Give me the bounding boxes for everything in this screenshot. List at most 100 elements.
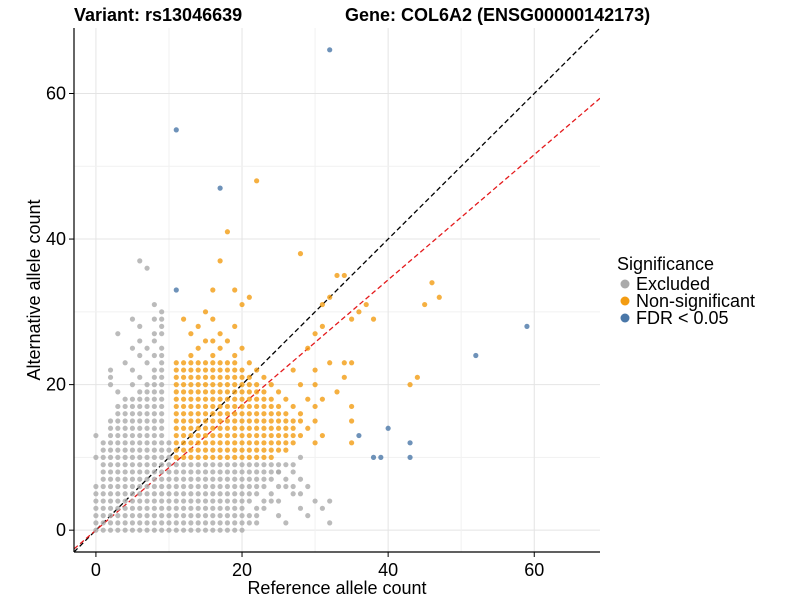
point-excluded [137,505,143,511]
point-non-significant [224,338,231,344]
point-non-significant [254,389,260,395]
point-excluded [180,462,187,468]
point-excluded [246,520,252,526]
point-excluded [173,483,179,490]
point-excluded [122,425,128,431]
point-excluded [166,447,172,453]
point-non-significant [239,396,245,402]
point-non-significant [254,411,260,417]
point-excluded [115,505,121,511]
point-non-significant [297,432,304,439]
point-excluded [151,462,157,468]
point-excluded [180,505,187,511]
point-non-significant [297,418,304,424]
point-excluded [129,382,136,388]
point-excluded [122,454,128,460]
point-excluded [115,411,121,417]
point-non-significant [341,272,347,279]
point-excluded [202,527,209,533]
point-non-significant [217,396,223,402]
point-excluded [115,331,121,337]
point-excluded [217,520,223,526]
point-excluded [129,418,136,424]
point-excluded [290,483,296,490]
point-excluded [239,491,245,497]
point-excluded [107,367,114,373]
point-non-significant [180,382,187,388]
point-non-significant [173,367,179,373]
point-excluded [188,527,194,533]
point-excluded [100,498,106,504]
y-tick-label: 60 [46,84,66,104]
point-non-significant [232,389,238,395]
point-non-significant [210,440,216,446]
point-excluded [217,505,223,511]
point-excluded [144,520,150,526]
point-non-significant [195,382,201,388]
point-non-significant [224,382,231,388]
point-excluded [275,513,282,519]
point-non-significant [239,454,245,460]
point-excluded [290,491,296,497]
point-non-significant [180,367,187,373]
point-excluded [254,491,260,497]
point-excluded [195,491,201,497]
point-excluded [137,454,143,460]
point-non-significant [173,403,179,410]
point-non-significant [217,389,223,395]
point-non-significant [312,440,318,446]
point-non-significant [173,411,179,417]
point-excluded [210,476,216,482]
point-excluded [188,498,194,504]
point-non-significant [268,396,274,402]
point-non-significant [195,389,201,395]
point-fdr-0-05 [356,432,362,439]
point-non-significant [217,440,223,446]
point-excluded [107,374,114,380]
point-excluded [144,396,150,402]
point-excluded [107,382,114,388]
point-non-significant [349,360,355,366]
point-non-significant [283,396,289,402]
point-non-significant [217,360,223,366]
point-non-significant [195,374,201,380]
point-excluded [129,513,136,519]
point-excluded [239,462,245,468]
point-excluded [100,483,106,490]
point-non-significant [224,440,231,446]
point-excluded [254,476,260,482]
point-excluded [246,469,252,475]
point-excluded [210,462,216,468]
legend-swatch [620,313,630,323]
point-excluded [129,454,136,460]
point-non-significant [188,367,194,373]
point-excluded [93,432,99,439]
point-non-significant [239,440,245,446]
point-non-significant [246,389,252,395]
point-non-significant [224,374,231,380]
point-excluded [217,498,223,504]
legend: Significance ExcludedNon-significantFDR … [617,254,755,328]
point-excluded [122,527,128,533]
point-non-significant [217,331,223,337]
point-excluded [202,476,209,482]
point-non-significant [254,403,260,410]
point-non-significant [305,425,311,431]
point-excluded [254,513,260,519]
legend-swatch [620,296,630,306]
point-non-significant [275,425,282,431]
point-excluded [151,432,157,439]
point-excluded [180,483,187,490]
point-non-significant [349,316,355,322]
point-excluded [122,418,128,424]
point-non-significant [188,360,194,366]
point-non-significant [210,454,216,460]
point-excluded [151,418,157,424]
point-excluded [239,527,245,533]
point-non-significant [173,360,179,366]
point-excluded [188,491,194,497]
point-excluded [137,440,143,446]
point-non-significant [217,454,223,460]
point-excluded [137,411,143,417]
point-non-significant [210,367,216,373]
